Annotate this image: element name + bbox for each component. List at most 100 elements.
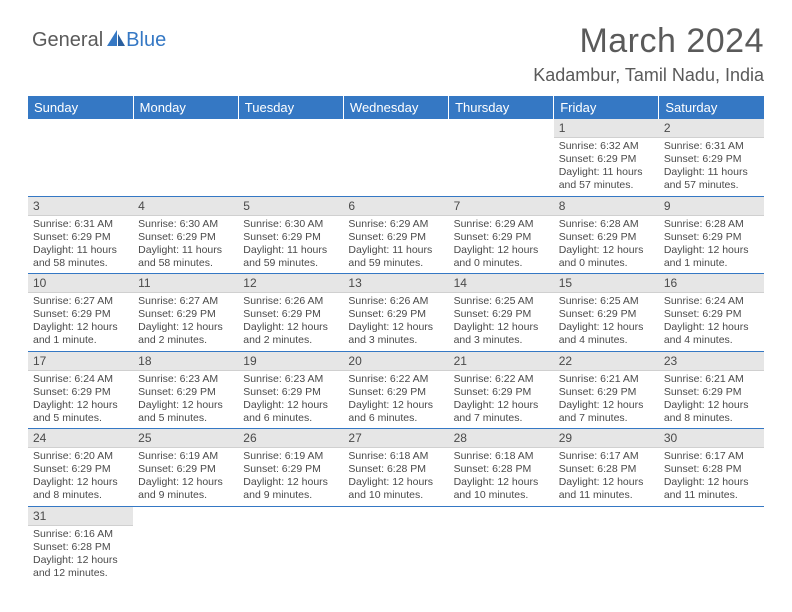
sunset-text: Sunset: 6:29 PM [138,386,233,399]
sunset-text: Sunset: 6:29 PM [664,386,759,399]
logo-text-blue: Blue [126,29,166,52]
sunset-text: Sunset: 6:29 PM [33,308,128,321]
calendar-cell: 17Sunrise: 6:24 AMSunset: 6:29 PMDayligh… [28,351,133,429]
calendar-cell: .. [449,119,554,196]
weekday-header: Thursday [449,96,554,119]
sunrise-text: Sunrise: 6:30 AM [243,218,338,231]
daylight-text: Daylight: 11 hours and 57 minutes. [664,166,759,192]
day-number: 15 [554,274,659,293]
calendar-cell: 11Sunrise: 6:27 AMSunset: 6:29 PMDayligh… [133,274,238,352]
day-info: Sunrise: 6:24 AMSunset: 6:29 PMDaylight:… [28,371,133,429]
weekday-header: Wednesday [343,96,448,119]
location: Kadambur, Tamil Nadu, India [533,65,764,86]
daylight-text: Daylight: 12 hours and 9 minutes. [138,476,233,502]
daylight-text: Daylight: 11 hours and 58 minutes. [138,244,233,270]
sunset-text: Sunset: 6:29 PM [243,308,338,321]
daylight-text: Daylight: 12 hours and 1 minute. [664,244,759,270]
daylight-text: Daylight: 12 hours and 10 minutes. [454,476,549,502]
day-info: Sunrise: 6:16 AMSunset: 6:28 PMDaylight:… [28,526,133,584]
sunrise-text: Sunrise: 6:19 AM [138,450,233,463]
calendar-cell: 15Sunrise: 6:25 AMSunset: 6:29 PMDayligh… [554,274,659,352]
calendar-cell: 30Sunrise: 6:17 AMSunset: 6:28 PMDayligh… [659,429,764,507]
calendar-cell: 1Sunrise: 6:32 AMSunset: 6:29 PMDaylight… [554,119,659,196]
day-number: 9 [659,197,764,216]
day-number: 7 [449,197,554,216]
calendar-cell: 26Sunrise: 6:19 AMSunset: 6:29 PMDayligh… [238,429,343,507]
sunset-text: Sunset: 6:29 PM [348,386,443,399]
calendar-cell: 7Sunrise: 6:29 AMSunset: 6:29 PMDaylight… [449,196,554,274]
daylight-text: Daylight: 11 hours and 57 minutes. [559,166,654,192]
weekday-header: Saturday [659,96,764,119]
daylight-text: Daylight: 12 hours and 5 minutes. [33,399,128,425]
day-number: 11 [133,274,238,293]
day-info: Sunrise: 6:19 AMSunset: 6:29 PMDaylight:… [238,448,343,506]
calendar-cell: .. [133,506,238,583]
calendar-cell: .. [28,119,133,196]
sunset-text: Sunset: 6:29 PM [138,308,233,321]
sunrise-text: Sunrise: 6:23 AM [243,373,338,386]
daylight-text: Daylight: 12 hours and 10 minutes. [348,476,443,502]
calendar-cell: .. [554,506,659,583]
sunrise-text: Sunrise: 6:32 AM [559,140,654,153]
day-info: Sunrise: 6:19 AMSunset: 6:29 PMDaylight:… [133,448,238,506]
day-info: Sunrise: 6:20 AMSunset: 6:29 PMDaylight:… [28,448,133,506]
daylight-text: Daylight: 12 hours and 7 minutes. [559,399,654,425]
day-number: 31 [28,507,133,526]
day-info: Sunrise: 6:31 AMSunset: 6:29 PMDaylight:… [28,216,133,274]
calendar-cell: 4Sunrise: 6:30 AMSunset: 6:29 PMDaylight… [133,196,238,274]
calendar-row: 10Sunrise: 6:27 AMSunset: 6:29 PMDayligh… [28,274,764,352]
day-info: Sunrise: 6:28 AMSunset: 6:29 PMDaylight:… [659,216,764,274]
day-number: 19 [238,352,343,371]
calendar-table: Sunday Monday Tuesday Wednesday Thursday… [28,96,764,583]
day-info: Sunrise: 6:24 AMSunset: 6:29 PMDaylight:… [659,293,764,351]
sunrise-text: Sunrise: 6:31 AM [33,218,128,231]
daylight-text: Daylight: 11 hours and 58 minutes. [33,244,128,270]
sunrise-text: Sunrise: 6:22 AM [454,373,549,386]
daylight-text: Daylight: 12 hours and 7 minutes. [454,399,549,425]
daylight-text: Daylight: 12 hours and 8 minutes. [664,399,759,425]
calendar-cell: .. [343,506,448,583]
day-info: Sunrise: 6:26 AMSunset: 6:29 PMDaylight:… [343,293,448,351]
sunset-text: Sunset: 6:29 PM [454,231,549,244]
sunrise-text: Sunrise: 6:20 AM [33,450,128,463]
calendar-cell: 23Sunrise: 6:21 AMSunset: 6:29 PMDayligh… [659,351,764,429]
calendar-cell: 20Sunrise: 6:22 AMSunset: 6:29 PMDayligh… [343,351,448,429]
sunset-text: Sunset: 6:28 PM [33,541,128,554]
day-number: 17 [28,352,133,371]
sunrise-text: Sunrise: 6:19 AM [243,450,338,463]
sunrise-text: Sunrise: 6:21 AM [559,373,654,386]
day-info: Sunrise: 6:22 AMSunset: 6:29 PMDaylight:… [343,371,448,429]
sunrise-text: Sunrise: 6:29 AM [348,218,443,231]
sunset-text: Sunset: 6:29 PM [243,231,338,244]
sail-icon [105,28,127,53]
sunset-text: Sunset: 6:29 PM [454,386,549,399]
daylight-text: Daylight: 12 hours and 4 minutes. [664,321,759,347]
logo-text-general: General [32,29,103,52]
sunrise-text: Sunrise: 6:16 AM [33,528,128,541]
day-number: 24 [28,429,133,448]
day-number: 3 [28,197,133,216]
sunrise-text: Sunrise: 6:24 AM [664,295,759,308]
sunrise-text: Sunrise: 6:18 AM [454,450,549,463]
calendar-cell: 29Sunrise: 6:17 AMSunset: 6:28 PMDayligh… [554,429,659,507]
calendar-row: 17Sunrise: 6:24 AMSunset: 6:29 PMDayligh… [28,351,764,429]
day-info: Sunrise: 6:18 AMSunset: 6:28 PMDaylight:… [343,448,448,506]
sunrise-text: Sunrise: 6:27 AM [138,295,233,308]
calendar-cell: 24Sunrise: 6:20 AMSunset: 6:29 PMDayligh… [28,429,133,507]
day-number: 26 [238,429,343,448]
calendar-cell: 31Sunrise: 6:16 AMSunset: 6:28 PMDayligh… [28,506,133,583]
daylight-text: Daylight: 12 hours and 11 minutes. [559,476,654,502]
sunrise-text: Sunrise: 6:21 AM [664,373,759,386]
day-number: 13 [343,274,448,293]
weekday-header: Monday [133,96,238,119]
sunset-text: Sunset: 6:29 PM [664,231,759,244]
day-info: Sunrise: 6:22 AMSunset: 6:29 PMDaylight:… [449,371,554,429]
sunset-text: Sunset: 6:28 PM [559,463,654,476]
day-number: 25 [133,429,238,448]
sunset-text: Sunset: 6:29 PM [33,386,128,399]
daylight-text: Daylight: 12 hours and 5 minutes. [138,399,233,425]
day-number: 29 [554,429,659,448]
sunrise-text: Sunrise: 6:28 AM [559,218,654,231]
day-info: Sunrise: 6:25 AMSunset: 6:29 PMDaylight:… [554,293,659,351]
day-number: 12 [238,274,343,293]
